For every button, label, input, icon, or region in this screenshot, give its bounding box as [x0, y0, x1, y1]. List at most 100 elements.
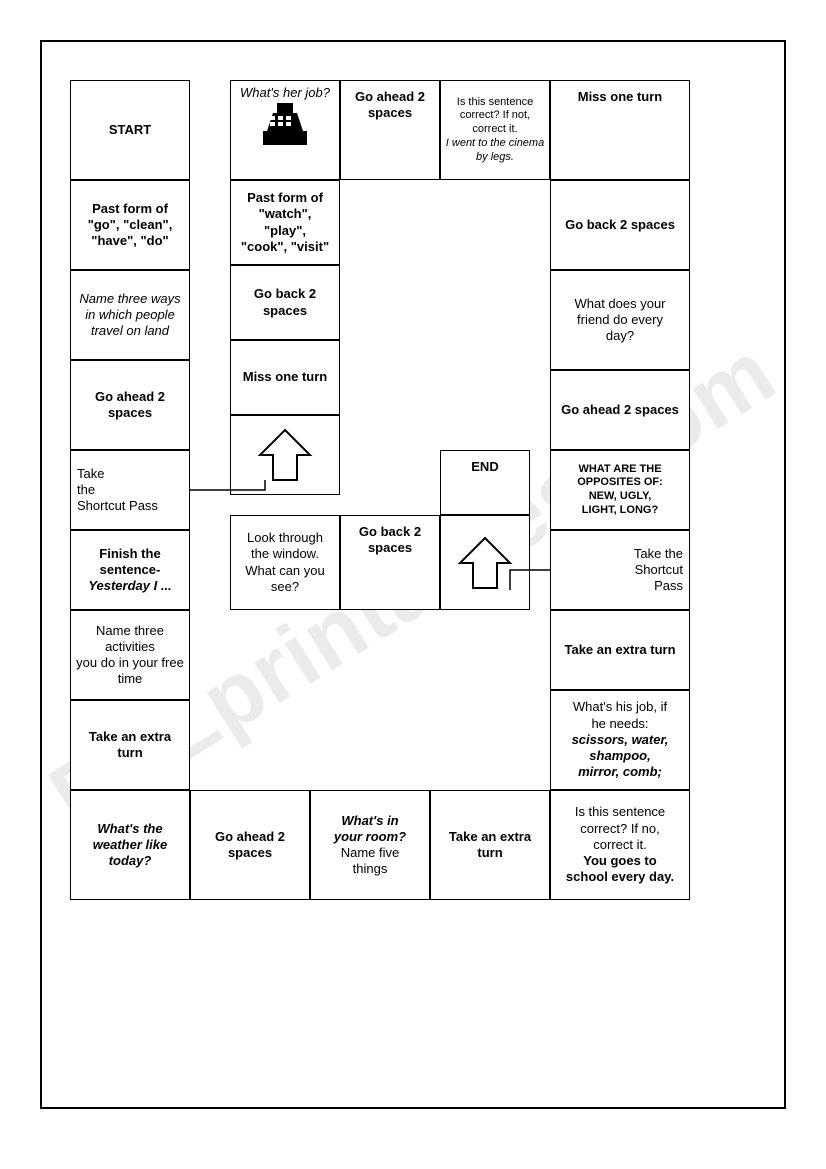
t: Take an extra turn [564, 642, 675, 658]
t: correct it. [472, 123, 517, 137]
t: Take an extra turn [75, 729, 185, 762]
t: Take [77, 466, 104, 482]
t: you do in your free [76, 655, 184, 671]
cell-ahead-2a: Go ahead 2 spaces [70, 360, 190, 450]
t: Go back 2 spaces [565, 217, 675, 233]
cell-miss-turn-2: Miss one turn [230, 340, 340, 415]
t: "cook", "visit" [241, 239, 329, 255]
t: "have", "do" [91, 233, 168, 249]
t: "go", "clean", [88, 217, 173, 233]
t: OPPOSITES OF: [577, 476, 663, 490]
t: NEW, UGLY, [589, 490, 652, 504]
t: What can you [245, 563, 325, 579]
cell-end: END [440, 450, 530, 515]
cell-extra-2: Take an extra turn [550, 610, 690, 690]
t: scissors, water, [572, 732, 669, 748]
cell-extra-3: Take an extra turn [430, 790, 550, 900]
t: he needs: [591, 716, 648, 732]
t: correct it. [593, 837, 646, 853]
t: What's in [341, 813, 398, 829]
t: mirror, comb; [578, 764, 662, 780]
t: Is this sentence [457, 96, 533, 110]
cell-look-window: Look through the window. What can you se… [230, 515, 340, 610]
page: ESLprintables.com START Past form of "go… [0, 0, 826, 1169]
cell-opposites: WHAT ARE THE OPPOSITES OF: NEW, UGLY, LI… [550, 450, 690, 530]
t: things [353, 861, 388, 877]
t: Past form of [247, 190, 323, 206]
t: Yesterday I ... [88, 578, 171, 594]
t: Miss one turn [578, 89, 663, 105]
t: "watch", [259, 206, 312, 222]
t: the [77, 482, 95, 498]
t: Take the [634, 546, 683, 562]
t: I went to the cinema [446, 137, 544, 151]
t: today? [109, 853, 152, 869]
cell-shortcut-2: Take the Shortcut Pass [550, 530, 690, 610]
cell-three-ways: Name three ways in which people travel o… [70, 270, 190, 360]
t: correct? If not, [460, 109, 530, 123]
cell-free-time: Name three activities you do in your fre… [70, 610, 190, 700]
cell-start: START [70, 80, 190, 180]
t: Look through [247, 530, 323, 546]
t: Miss one turn [243, 369, 328, 385]
t: Go back 2 spaces [235, 286, 335, 319]
cell-ahead-2d: Go ahead 2 spaces [190, 790, 310, 900]
t: What's her job? [240, 85, 330, 101]
t: Go ahead 2 spaces [561, 402, 679, 418]
cell-friend-do: What does your friend do every day? [550, 270, 690, 370]
cell-sentence-2: Is this sentence correct? If no, correct… [550, 790, 690, 900]
t: correct? If no, [580, 821, 659, 837]
t: by legs. [476, 151, 514, 165]
cell-miss-turn-1: Miss one turn [550, 80, 690, 180]
t: travel on land [91, 323, 169, 339]
cell-past-watch: Past form of "watch", "play", "cook", "v… [230, 180, 340, 265]
t: Is this sentence [575, 804, 665, 820]
cell-arrow-up-2 [440, 515, 530, 610]
t: "play", [264, 223, 306, 239]
t: in which people [85, 307, 175, 323]
t: Go back 2 spaces [345, 524, 435, 557]
t: Go ahead 2 spaces [75, 389, 185, 422]
t: Shortcut [635, 562, 683, 578]
cell-in-room: What's in your room? Name five things [310, 790, 430, 900]
cell-her-job: What's her job? [230, 80, 340, 180]
cell-goback-2b: Go back 2 spaces [230, 265, 340, 340]
t: What does your [574, 296, 665, 312]
t: friend do every [577, 312, 663, 328]
t: Shortcut Pass [77, 498, 158, 514]
t: What's the [97, 821, 162, 837]
cell-ahead-2c: Go ahead 2 spaces [550, 370, 690, 450]
t: school every day. [566, 869, 674, 885]
cell-goback-2a: Go back 2 spaces [550, 180, 690, 270]
t: END [471, 459, 498, 475]
t: Name three activities [75, 623, 185, 656]
cell-extra-1: Take an extra turn [70, 700, 190, 790]
cell-goback-2c: Go back 2 spaces [340, 515, 440, 610]
cash-register-icon [257, 101, 313, 151]
t: Take an extra turn [435, 829, 545, 862]
t: Go ahead 2 spaces [195, 829, 305, 862]
t: your room? [334, 829, 406, 845]
t: Finish the [99, 546, 160, 562]
t: LIGHT, LONG? [582, 504, 658, 518]
t: WHAT ARE THE [578, 463, 661, 477]
cell-finish-sentence: Finish the sentence- Yesterday I ... [70, 530, 190, 610]
cell-past-go: Past form of "go", "clean", "have", "do" [70, 180, 190, 270]
start-label: START [109, 122, 151, 138]
arrow-up-icon [255, 425, 315, 485]
t: the window. [251, 546, 319, 562]
cell-weather: What's the weather like today? [70, 790, 190, 900]
t: weather like [93, 837, 167, 853]
t: sentence- [100, 562, 161, 578]
t: You goes to [583, 853, 656, 869]
t: time [118, 671, 143, 687]
arrow-up-icon [455, 533, 515, 593]
t: Name three ways [79, 291, 180, 307]
cell-his-job: What's his job, if he needs: scissors, w… [550, 690, 690, 790]
cell-arrow-up-1 [230, 415, 340, 495]
cell-sentence-1: Is this sentence correct? If not, correc… [440, 80, 550, 180]
t: Pass [654, 578, 683, 594]
t: see? [271, 579, 299, 595]
t: Go ahead 2 spaces [345, 89, 435, 122]
t: What's his job, if [573, 699, 667, 715]
